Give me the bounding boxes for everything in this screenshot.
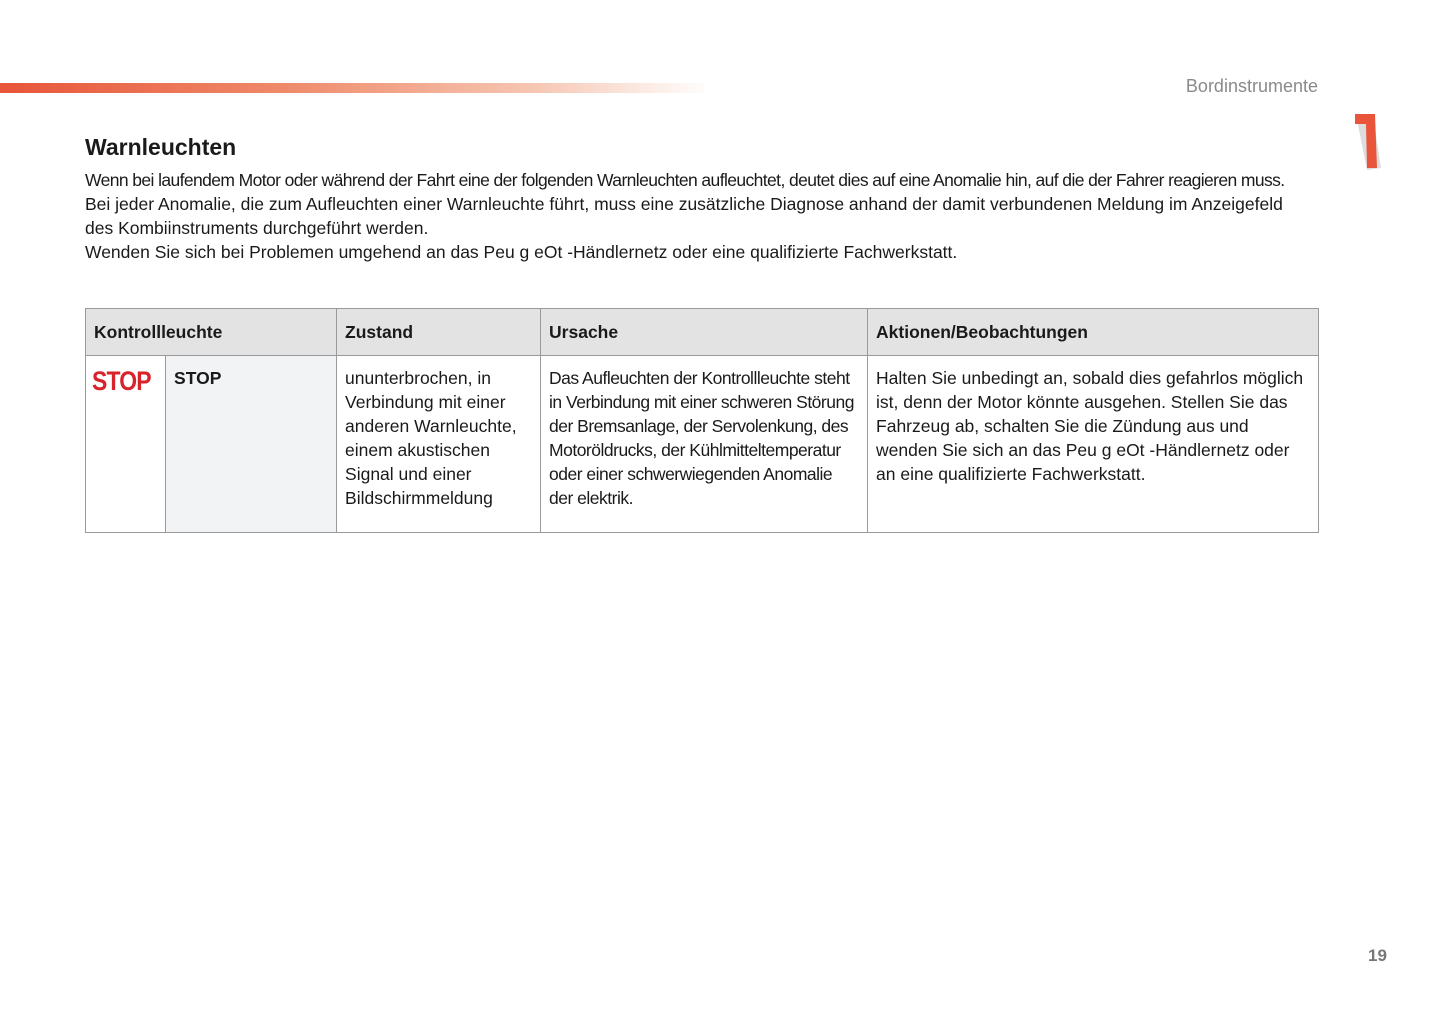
page-number: 19 <box>1368 946 1387 965</box>
intro-text: Wenn bei laufendem Motor oder während de… <box>85 168 1285 264</box>
header-accent-bar <box>0 83 710 93</box>
intro-paragraph: Bei jeder Anomalie, die zum Aufleuchten … <box>85 194 1283 238</box>
zustand-cell: ununterbrochen, in Verbindung mit einer … <box>336 355 542 533</box>
header-zustand: Zustand <box>336 308 542 356</box>
header-kontrollleuchte: Kontrollleuchte <box>84 308 338 356</box>
chapter-number-tab <box>1355 114 1381 170</box>
table-row: STOP STOP ununterbrochen, in Verbindung … <box>84 355 1319 533</box>
stop-warning-icon: STOP <box>92 366 152 396</box>
intro-paragraph: Wenn bei laufendem Motor oder während de… <box>85 170 1285 190</box>
warning-lights-table: Kontrollleuchte Zustand Ursache Aktionen… <box>84 308 1319 533</box>
intro-paragraph: Wenden Sie sich bei Problemen umgehend a… <box>85 242 958 262</box>
ursache-cell: Das Aufleuchten der Kontrollleuchte steh… <box>540 355 869 533</box>
page-title: Warnleuchten <box>85 134 237 160</box>
light-name: STOP <box>165 355 338 533</box>
header-aktionen: Aktionen/Beobachtungen <box>867 308 1319 356</box>
aktionen-cell: Halten Sie unbedingt an, sobald dies gef… <box>867 355 1319 533</box>
table-header-row: Kontrollleuchte Zustand Ursache Aktionen… <box>84 308 1319 356</box>
section-title: Bordinstrumente <box>1185 76 1318 96</box>
header-ursache: Ursache <box>540 308 869 356</box>
